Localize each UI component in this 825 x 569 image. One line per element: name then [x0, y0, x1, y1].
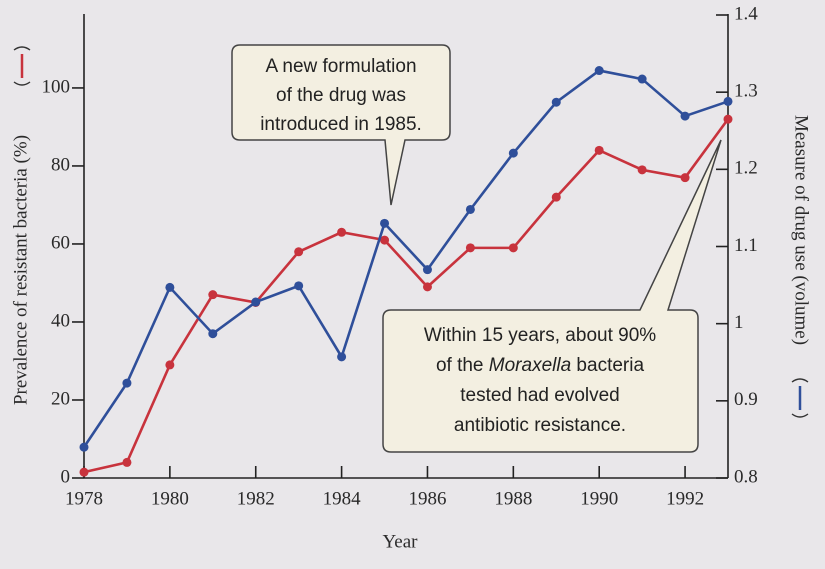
annotation-text: A new formulation: [265, 56, 416, 77]
annotation-text: antibiotic resistance.: [454, 415, 626, 436]
y2-tick-label: 1.4: [734, 3, 758, 24]
y2-tick-label: 0.8: [734, 466, 758, 487]
y-tick-label: 80: [51, 154, 70, 175]
data-point: [422, 282, 432, 292]
legend-paren: [791, 378, 809, 418]
annotation-text: tested had evolved: [460, 385, 620, 406]
data-point: [165, 360, 175, 370]
x-axis-label: Year: [382, 531, 418, 552]
annotation-text: Within 15 years, about 90%: [424, 325, 656, 346]
data-point: [208, 290, 218, 300]
data-point: [337, 227, 347, 237]
data-point: [508, 148, 518, 158]
annotation-text: Moraxella: [489, 355, 571, 376]
y2-tick-label: 0.9: [734, 389, 758, 410]
data-point: [551, 192, 561, 202]
data-point: [208, 329, 218, 339]
data-point: [294, 247, 304, 257]
annotation-text: of the: [436, 355, 489, 376]
annotation-text: of the drug was: [276, 85, 406, 106]
data-point: [551, 97, 561, 107]
series-line: [82, 69, 729, 448]
x-tick-label: 1978: [65, 488, 103, 509]
x-tick-label: 1984: [323, 488, 362, 509]
y-tick-label: 60: [51, 232, 70, 253]
y-axis-label-group: Prevalence of resistant bacteria (%): [10, 46, 31, 405]
data-point: [637, 165, 647, 175]
data-point: [165, 282, 175, 292]
x-tick-label: 1990: [580, 488, 618, 509]
y-tick-label: 20: [51, 388, 70, 409]
y-tick-label: 0: [61, 466, 71, 487]
data-point: [594, 66, 604, 76]
y-tick-label: 40: [51, 310, 70, 331]
y-axis-label: Prevalence of resistant bacteria (%): [10, 135, 31, 405]
y2-tick-label: 1.1: [734, 235, 758, 256]
x-tick-label: 1982: [237, 488, 275, 509]
annotation-text: bacteria: [571, 355, 644, 376]
x-tick-label: 1992: [666, 488, 704, 509]
data-point: [508, 243, 518, 253]
y2-axis-label-group: Measure of drug use (volume): [791, 115, 812, 418]
annotation-line: of the drug was: [276, 85, 406, 106]
data-point: [79, 467, 89, 477]
legend-paren: [13, 46, 31, 86]
y2-tick-label: 1.2: [734, 158, 758, 179]
data-point: [637, 74, 647, 84]
annotation-line: A new formulation: [265, 56, 416, 77]
y2-tick-label: 1.3: [734, 81, 758, 102]
annotation-line: Within 15 years, about 90%: [424, 325, 656, 346]
annotation-line: of the Moraxella bacteria: [436, 355, 645, 376]
y2-tick-label: 1: [734, 312, 744, 333]
data-point: [723, 96, 733, 106]
x-tick-label: 1986: [408, 488, 446, 509]
annotation-text: introduced in 1985.: [260, 114, 422, 135]
x-tick-label: 1988: [494, 488, 532, 509]
data-point: [422, 265, 432, 275]
annotations: A new formulation of the drug was introduc…: [260, 56, 656, 436]
y2-axis-label: Measure of drug use (volume): [791, 115, 812, 345]
data-point: [465, 243, 475, 253]
annotation-line: introduced in 1985.: [260, 114, 422, 135]
callout-box: [382, 139, 722, 453]
data-point: [337, 352, 347, 362]
data-point: [594, 145, 604, 155]
data-point: [380, 218, 390, 228]
data-point: [122, 378, 132, 388]
x-tick-label: 1980: [151, 488, 189, 509]
data-point: [122, 457, 132, 467]
data-point: [680, 173, 690, 183]
callout-box: [231, 44, 451, 206]
series-line: [83, 118, 730, 474]
data-point: [251, 297, 261, 307]
data-point: [79, 442, 89, 452]
data-point: [723, 114, 733, 124]
annotation-line: antibiotic resistance.: [454, 415, 626, 436]
data-point: [465, 204, 475, 214]
y-tick-label: 100: [42, 76, 71, 97]
data-point: [294, 281, 304, 291]
plot-area: 1978 1980 1982 1984 1986 1988 1990 1992 0 20 40 60 8…: [42, 3, 759, 509]
data-point: [680, 111, 690, 121]
annotation-line: tested had evolved: [460, 385, 620, 406]
data-point: [380, 235, 390, 245]
